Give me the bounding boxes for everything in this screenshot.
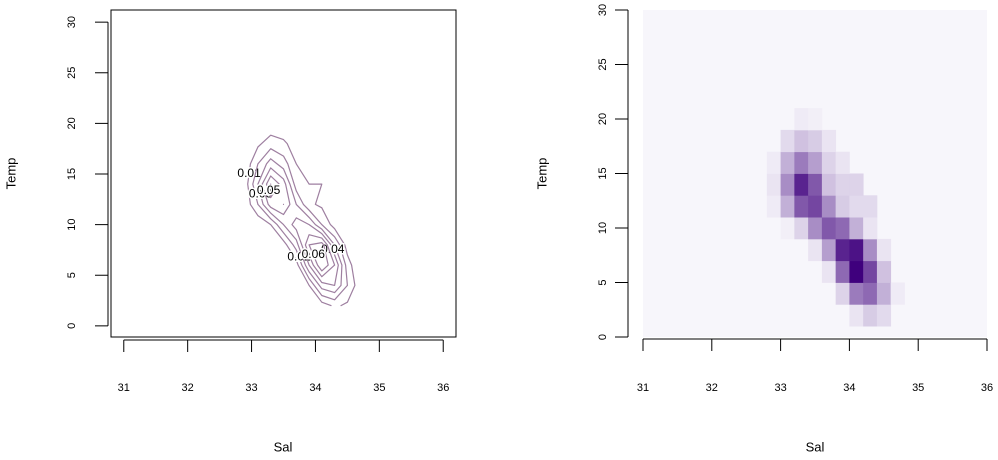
- density-cell: [876, 260, 892, 283]
- x-tick-label: 36: [437, 382, 449, 394]
- x-tick-label: 33: [774, 382, 786, 394]
- density-cell: [849, 217, 864, 240]
- x-tick-label: 35: [373, 382, 385, 394]
- density-cell: [849, 238, 864, 262]
- density-cell: [780, 173, 795, 196]
- density-cell: [808, 151, 823, 174]
- density-cell: [821, 173, 837, 196]
- density-cell: [821, 260, 837, 283]
- plot-box: [110, 9, 457, 338]
- x-tick-label: 35: [912, 382, 924, 394]
- density-cell: [835, 173, 850, 196]
- density-cell: [808, 195, 823, 218]
- density-cell: [849, 282, 864, 305]
- y-tick-label: 30: [597, 4, 609, 16]
- density-cell: [863, 260, 878, 283]
- x-tick-label: 32: [706, 382, 718, 394]
- density-cell: [835, 260, 850, 283]
- y-tick-label: 15: [597, 167, 609, 179]
- density-cell: [835, 282, 850, 305]
- density-cell: [808, 108, 823, 131]
- density-cell: [780, 151, 795, 174]
- density-cell: [821, 217, 837, 240]
- panel: 31 32 33 34 35 36 0 5 10 15 20 25 30 Sal Temp: [534, 4, 993, 455]
- y-tick-label: 10: [597, 222, 609, 234]
- y-axis-title: Temp: [3, 158, 18, 190]
- x-tick-label: 33: [245, 382, 257, 394]
- y-tick-label: 30: [66, 16, 78, 28]
- contour-line: [261, 167, 339, 286]
- density-cell: [835, 195, 850, 218]
- density-cell: [849, 195, 864, 218]
- density-cell: [821, 129, 837, 153]
- density-cell: [794, 195, 809, 218]
- y-axis-title: Temp: [534, 158, 549, 190]
- density-cell: [794, 129, 809, 153]
- density-cell: [863, 282, 878, 305]
- y-tick-label: 25: [597, 58, 609, 70]
- density-cell: [766, 195, 781, 218]
- density-cell: [808, 173, 823, 196]
- y-tick-label: 25: [66, 67, 78, 79]
- density-cell: [876, 238, 892, 262]
- contour-line: [252, 148, 348, 301]
- y-tick-label: 5: [597, 279, 609, 285]
- density-cell: [890, 282, 905, 305]
- density-cell: [794, 217, 809, 240]
- density-cell: [863, 195, 878, 218]
- density-cell: [766, 173, 781, 196]
- density-cell: [835, 217, 850, 240]
- x-axis-title: Sal: [274, 439, 293, 454]
- density-cell: [849, 304, 864, 327]
- y-tick-label: 0: [66, 323, 78, 329]
- density-cell: [876, 282, 892, 305]
- density-cell: [808, 129, 823, 153]
- x-tick-label: 36: [981, 382, 993, 394]
- density-cell: [794, 173, 809, 196]
- density-cell: [876, 304, 892, 327]
- x-tick-label: 34: [309, 382, 321, 394]
- contour-line: [265, 175, 336, 278]
- y-tick-label: 15: [66, 168, 78, 180]
- y-tick-label: 5: [66, 272, 78, 278]
- density-cell: [821, 195, 837, 218]
- density-cell: [780, 129, 795, 153]
- density-cell: [835, 238, 850, 262]
- density-cell: [821, 238, 837, 262]
- density-cell: [780, 195, 795, 218]
- density-cell: [849, 260, 864, 283]
- density-cell: [780, 217, 795, 240]
- y-tick-label: 20: [597, 113, 609, 125]
- x-axis-title: Sal: [806, 439, 825, 454]
- density-cell: [794, 151, 809, 174]
- x-tick-label: 34: [843, 382, 855, 394]
- y-tick-label: 10: [66, 219, 78, 231]
- contour-line: [257, 158, 343, 294]
- density-cell: [808, 217, 823, 240]
- contour-line: [270, 183, 329, 272]
- density-cell: [766, 151, 781, 174]
- density-cell: [794, 108, 809, 131]
- y-tick-label: 0: [597, 334, 609, 340]
- contour-label: 0.06: [302, 247, 326, 261]
- contour-label: 0.01: [237, 166, 261, 180]
- y-tick-label: 20: [66, 117, 78, 129]
- x-tick-label: 31: [637, 382, 649, 394]
- density-cell: [849, 173, 864, 196]
- x-tick-label: 32: [182, 382, 194, 394]
- x-tick-label: 31: [118, 382, 130, 394]
- density-cell: [835, 151, 850, 174]
- density-cell: [863, 238, 878, 262]
- density-cell: [821, 151, 837, 174]
- density-cell: [863, 217, 878, 240]
- contour-label: 0.05: [257, 183, 281, 197]
- contour-line: [247, 134, 356, 307]
- density-cell: [808, 238, 823, 262]
- density-cell: [863, 304, 878, 327]
